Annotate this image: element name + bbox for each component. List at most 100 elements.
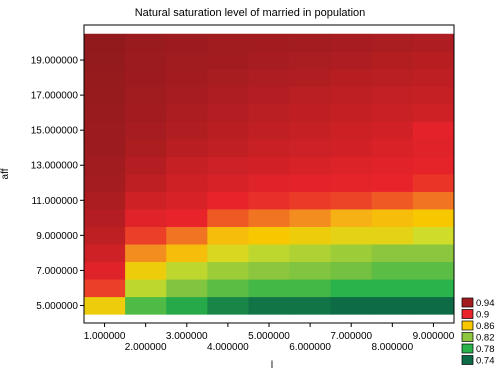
heatmap-cell [330,261,373,280]
y-tick-label: 15.000000 [31,126,79,137]
heatmap-cell [330,244,373,263]
heatmap-cell [289,138,332,157]
heatmap-cell [330,121,373,140]
x-tick-label: 4.000000 [207,342,249,353]
heatmap-cell [289,51,332,70]
heatmap-cell [166,156,208,175]
heatmap-cell [248,191,290,210]
heatmap-cell [248,244,290,263]
heatmap-cell [84,174,126,192]
heatmap-cell [125,138,167,157]
heatmap-cell [412,156,455,175]
heatmap-cell [289,156,332,175]
heatmap-cell [125,261,167,280]
heatmap-cell [371,226,414,245]
y-tick-label: 13.000000 [31,161,79,172]
heatmap-cell [84,156,126,175]
heatmap-cells [84,33,455,315]
y-tick-label: 7.000000 [36,266,78,277]
legend-label: 0.82 [476,333,495,344]
heatmap-cell [371,279,414,298]
heatmap-cell [248,86,290,105]
heatmap-cell [84,209,126,227]
heatmap-cell [166,138,208,157]
y-tick-label: 5.000000 [36,301,78,312]
heatmap-cell [125,296,167,315]
legend-swatch [461,320,474,331]
heatmap-cell [412,121,455,140]
heatmap-cell [125,191,167,210]
heatmap-cell [125,156,167,175]
heatmap-cell [371,86,414,105]
heatmap-cell [412,226,455,245]
heatmap-cell [371,174,414,192]
heatmap-cell [289,244,332,263]
heatmap-cell [248,51,290,70]
legend-swatch [461,332,474,342]
heatmap-cell [289,226,332,245]
heatmap-cell [125,51,167,70]
heatmap-cell [84,103,126,122]
heatmap-cell [166,121,208,140]
heatmap-cell [207,103,249,122]
heatmap-cell [207,156,249,175]
heatmap-cell [207,51,249,70]
heatmap-cell [330,174,373,192]
heatmap-cell [412,51,455,70]
heatmap-cell [84,191,126,210]
heatmap-cell [207,86,249,105]
heatmap-cell [207,174,249,192]
heatmap-cell [330,209,373,227]
heatmap-cell [412,174,455,192]
y-tick-label: 19.000000 [31,56,79,67]
heatmap-cell [412,86,455,105]
heatmap-cell [125,279,167,298]
x-axis-label: l [271,360,273,371]
heatmap-cell [166,33,208,52]
heatmap-cell [248,68,290,87]
legend-swatch [461,355,474,365]
heatmap-cell [371,103,414,122]
heatmap-cell [125,209,167,227]
heatmap-cell [330,296,373,315]
heatmap-cell [289,279,332,298]
heatmap-cell [207,121,249,140]
heatmap-cell [166,86,208,105]
x-tick-label: 3.000000 [166,331,208,342]
heatmap-cell [412,244,455,263]
heatmap-cell [330,51,373,70]
heatmap-cell [330,279,373,298]
heatmap-cell [412,279,455,298]
legend-swatch [461,309,474,319]
heatmap-cell [289,261,332,280]
heatmap-cell [412,296,455,315]
heatmap-cell [289,191,332,210]
legend-label: 0.94 [476,298,495,309]
x-tick-label: 5.000000 [248,331,290,342]
heatmap-cell [371,138,414,157]
heatmap-cell [207,226,249,245]
heatmap-cell [84,261,126,280]
heatmap-cell [125,121,167,140]
heatmap-cell [371,51,414,70]
legend-label: 0.74 [476,356,495,367]
heatmap-cell [207,209,249,227]
heatmap-cell [125,226,167,245]
heatmap-cell [207,261,249,280]
y-axis-label: aff [0,168,11,179]
heatmap-cell [330,156,373,175]
heatmap-cell [330,68,373,87]
heatmap-cell [248,156,290,175]
x-tick-label: 6.000000 [289,342,331,353]
legend-label: 0.78 [476,344,495,355]
legend: 0.940.90.860.820.780.74 [461,297,495,367]
heatmap-cell [84,138,126,157]
heatmap-cell [248,226,290,245]
heatmap-cell [412,209,455,227]
x-axis-ticks: 1.000000 3.000000 5.000000 7.000000 9.000000… [84,323,455,353]
heatmap-cell [84,226,126,245]
heatmap-cell [166,191,208,210]
heatmap-cell [412,68,455,87]
heatmap-cell [412,33,455,52]
